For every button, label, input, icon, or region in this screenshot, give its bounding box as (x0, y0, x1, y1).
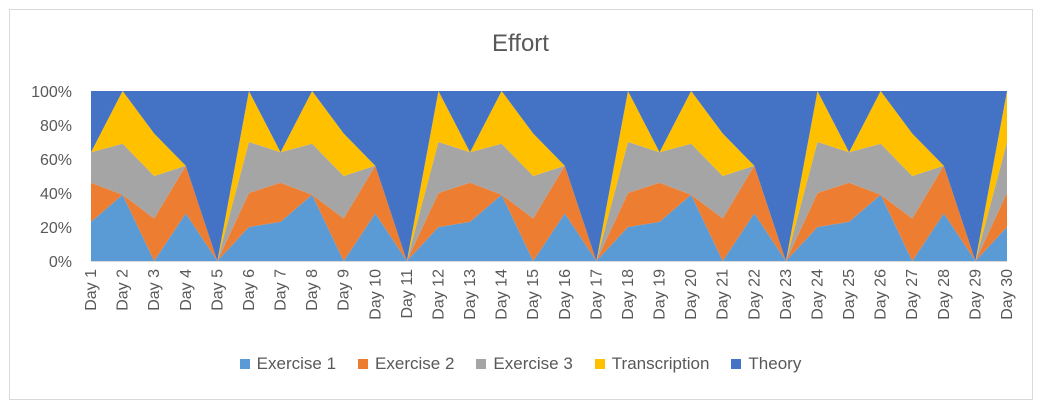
x-tick-label: Day 18 (620, 269, 637, 320)
x-tick-label: Day 5 (209, 269, 226, 311)
x-tick-label: Day 29 (967, 269, 984, 320)
y-tick-label: 80% (40, 118, 72, 135)
area-series-1 (91, 194, 1007, 261)
area-series-2 (91, 165, 1007, 261)
x-tick-label: Day 1 (83, 269, 100, 311)
x-tick-label: Day 28 (936, 269, 953, 320)
legend-label: Transcription (611, 354, 710, 373)
x-tick-label: Day 20 (683, 269, 700, 320)
x-tick-label: Day 4 (178, 269, 195, 311)
y-tick-label: 20% (40, 220, 72, 237)
legend-swatch (358, 359, 369, 369)
legend-item: Exercise 1 (239, 354, 337, 374)
legend-item: Exercise 3 (476, 354, 573, 374)
legend-item: Transcription (594, 354, 710, 374)
x-tick-label: Day 16 (557, 269, 574, 320)
x-tick-label: Day 26 (873, 269, 890, 320)
legend-item: Theory (731, 354, 801, 374)
legend-swatch (239, 359, 250, 369)
x-tick-label: Day 27 (904, 269, 921, 320)
x-tick-label: Day 24 (809, 269, 826, 320)
y-tick-label: 0% (49, 254, 72, 271)
x-tick-label: Day 23 (778, 269, 795, 320)
chart-legend: Exercise 1 Exercise 2 Exercise 3 Transcript… (0, 354, 1041, 374)
x-tick-label: Day 10 (367, 269, 384, 320)
x-tick-label: Day 19 (652, 269, 669, 320)
y-tick-label: 100% (31, 84, 72, 101)
x-tick-label: Day 15 (525, 269, 542, 320)
y-axis-ticks: 0% 20% 40% 60% 80% 100% (31, 84, 72, 271)
y-tick-label: 60% (40, 152, 72, 169)
x-tick-label: Day 21 (715, 269, 732, 320)
x-tick-label: Day 11 (399, 269, 416, 319)
legend-label: Theory (748, 354, 802, 373)
y-tick-label: 40% (40, 186, 72, 203)
x-tick-label: Day 2 (115, 269, 132, 311)
x-tick-label: Day 9 (336, 269, 353, 311)
x-tick-label: Day 8 (304, 269, 321, 311)
legend-label: Exercise 1 (256, 354, 337, 373)
x-tick-label: Day 3 (146, 269, 163, 311)
legend-label: Exercise 3 (493, 354, 573, 373)
legend-item: Exercise 2 (358, 354, 454, 374)
legend-swatch (594, 359, 605, 369)
x-tick-label: Day 13 (462, 269, 479, 320)
x-tick-label: Day 30 (999, 269, 1016, 320)
chart-title: Effort (492, 30, 549, 57)
x-tick-label: Day 6 (241, 269, 258, 311)
x-tick-label: Day 17 (588, 269, 605, 320)
legend-swatch (476, 359, 487, 369)
area-series-5 (91, 91, 1007, 261)
area-series-4 (91, 91, 1007, 261)
x-tick-label: Day 7 (273, 269, 290, 311)
x-tick-label: Day 12 (430, 269, 447, 320)
x-axis-ticks: Day 1 Day 2 Day 3 Day 4 Day 5 Day 6 Day 7 Day 8… (83, 269, 1016, 320)
legend-label: Exercise 2 (375, 354, 455, 373)
x-tick-label: Day 25 (841, 269, 858, 320)
x-tick-label: Day 14 (494, 269, 511, 320)
area-series-3 (91, 142, 1007, 261)
series-areas (91, 91, 1007, 261)
legend-swatch (731, 359, 742, 369)
x-tick-label: Day 22 (746, 269, 763, 320)
